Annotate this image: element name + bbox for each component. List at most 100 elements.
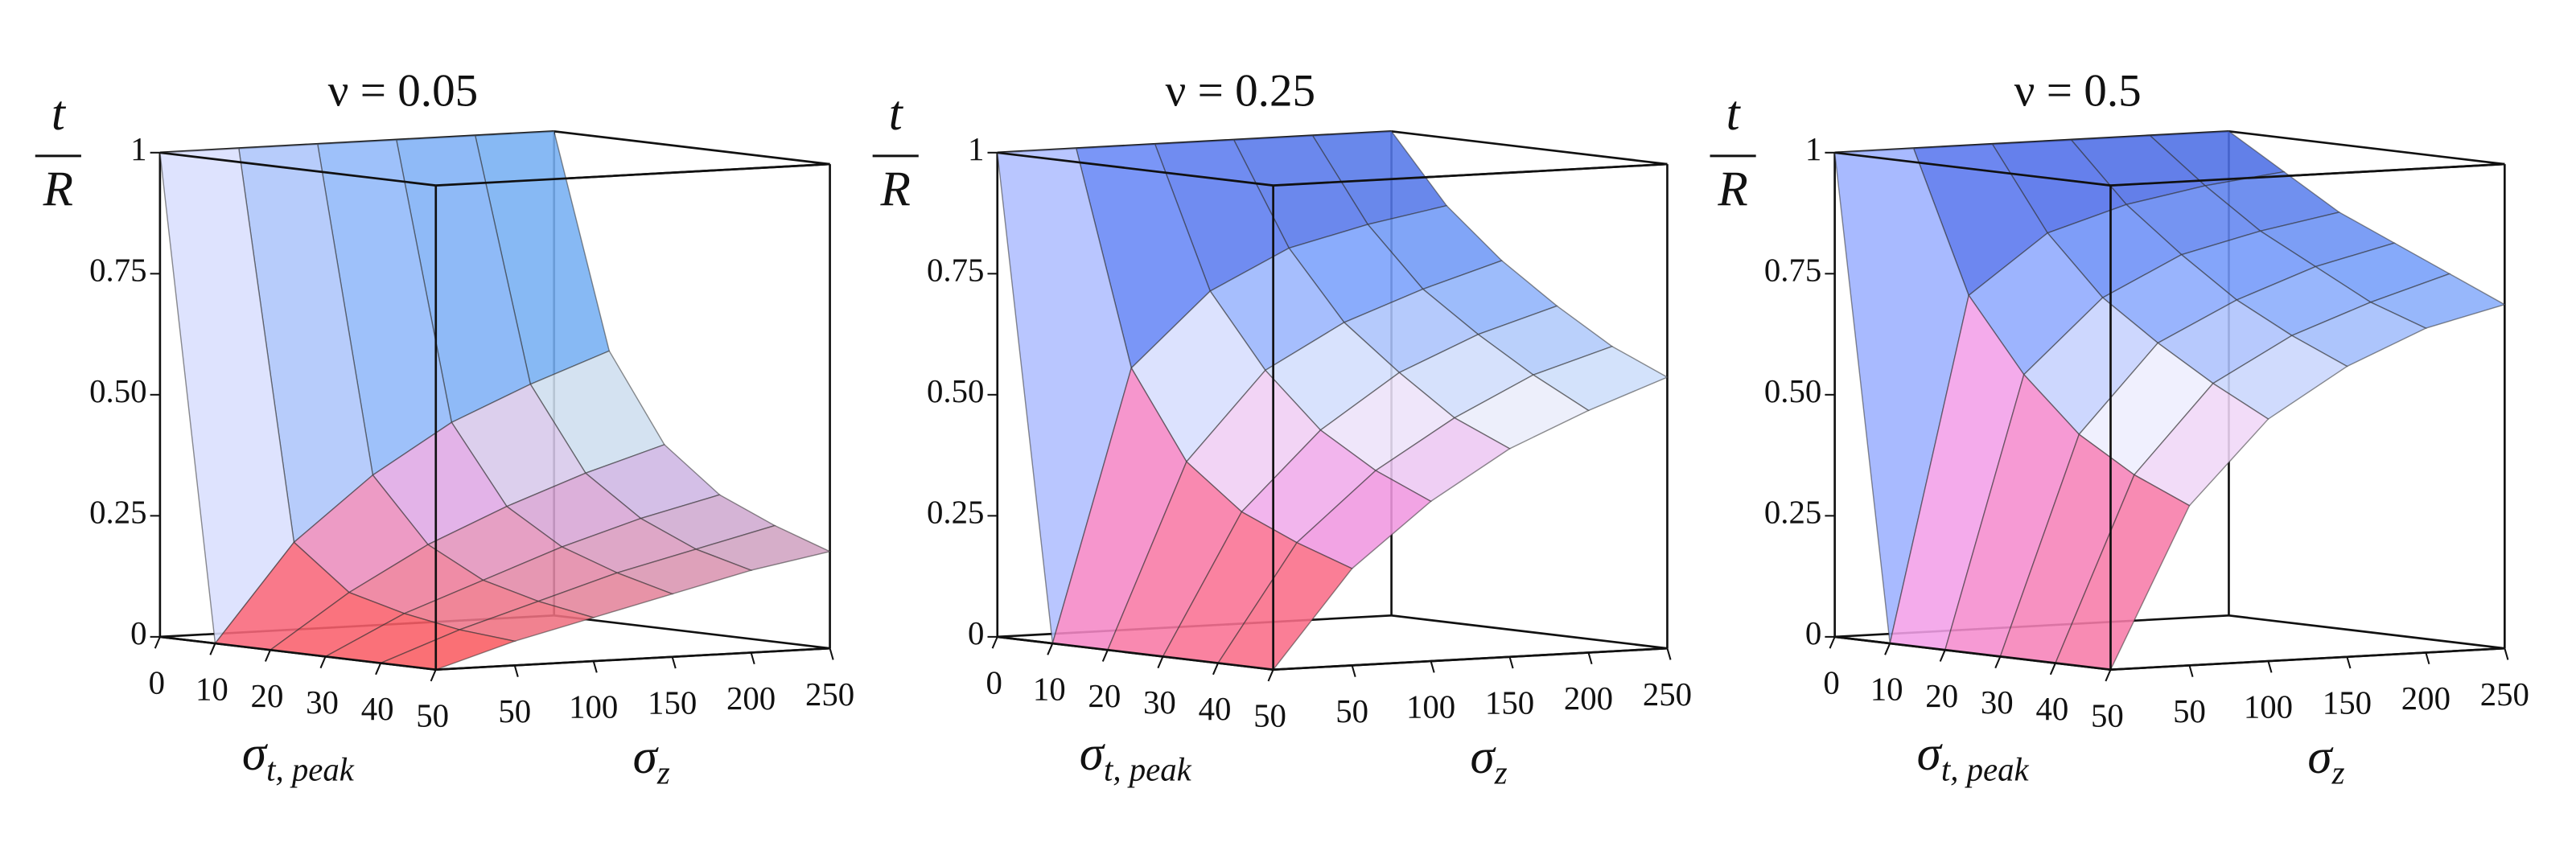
x-label-sub: t, peak [266, 752, 355, 788]
x-label-sub: t, peak [1941, 752, 2030, 788]
y-tick [2188, 665, 2194, 677]
x-label: σt, peak [242, 726, 355, 788]
box-edge-front [1834, 635, 2111, 672]
x-tick [209, 643, 216, 655]
z-tick-label: 0.50 [927, 373, 984, 409]
y-tick [1666, 647, 1672, 660]
x-tick-label: 0 [149, 664, 165, 700]
x-tick [1267, 669, 1274, 682]
x-tick [1884, 643, 1891, 655]
x-label-main: σ [1917, 726, 1944, 781]
z-label-bottom: R [880, 162, 911, 216]
y-label: σz [633, 729, 670, 791]
y-tick [2346, 656, 2352, 669]
y-tick [2425, 652, 2430, 665]
panel-title: ν = 0.5 [2014, 65, 2142, 116]
z-tick-label: 0.75 [89, 253, 146, 289]
y-tick [513, 665, 519, 677]
y-label-main: σ [1471, 729, 1497, 784]
y-tick [750, 652, 755, 665]
z-label-bottom: R [1717, 162, 1747, 216]
box-edge-front [435, 162, 830, 187]
x-tick-label: 50 [2091, 697, 2124, 733]
z-label-bottom: R [43, 162, 73, 216]
box-edge-front [1834, 151, 2111, 187]
x-tick [1157, 655, 1164, 669]
box-edge [553, 614, 830, 650]
box-edge-front [1273, 647, 1668, 672]
x-tick-label: 40 [2035, 691, 2068, 727]
x-tick-label: 30 [306, 684, 339, 721]
x-tick-label: 20 [251, 678, 284, 714]
y-tick-label: 150 [2323, 684, 2372, 721]
y-tick-label: 250 [2480, 676, 2529, 713]
panel-title: ν = 0.05 [328, 65, 479, 116]
z-tick-label: 1 [1805, 131, 1821, 167]
y-tick-label: 100 [1406, 689, 1455, 725]
y-tick [592, 660, 598, 673]
y-tick [1587, 652, 1593, 665]
z-tick-label: 0.75 [1764, 253, 1821, 289]
x-tick [1994, 655, 2002, 669]
y-tick [829, 647, 834, 660]
y-tick [2267, 660, 2273, 673]
y-tick-label: 150 [1485, 684, 1534, 721]
y-label-sub: z [2331, 755, 2345, 791]
x-tick-label: 30 [1143, 684, 1176, 721]
z-tick-label: 0 [968, 615, 984, 651]
z-tick-label: 0.25 [927, 495, 984, 531]
x-tick [2049, 663, 2056, 676]
y-tick-label: 250 [805, 676, 854, 713]
z-tick-label: 0.50 [89, 373, 146, 409]
x-tick-label: 50 [1253, 697, 1286, 733]
y-tick-label: 250 [1643, 676, 1692, 713]
z-label-top: t [1726, 86, 1742, 141]
x-label-main: σ [1080, 726, 1106, 781]
box-edge [553, 129, 830, 166]
x-tick-label: 0 [1823, 664, 1839, 700]
x-tick [319, 655, 327, 669]
y-tick-label: 100 [2244, 689, 2293, 725]
box-edge [1391, 614, 1668, 650]
x-tick-label: 40 [1199, 691, 1232, 727]
x-tick [1829, 636, 1836, 649]
x-tick [430, 669, 437, 682]
y-tick-label: 100 [569, 689, 618, 725]
x-tick [1212, 663, 1219, 676]
x-tick [375, 663, 382, 676]
y-label-sub: z [656, 755, 670, 791]
box-edge-front [159, 151, 436, 187]
x-tick [154, 636, 161, 649]
y-label-sub: z [1494, 755, 1508, 791]
z-label-top: t [889, 86, 904, 141]
panel-title: ν = 0.25 [1166, 65, 1316, 116]
y-tick-label: 200 [726, 680, 776, 717]
y-tick-label: 50 [2173, 693, 2206, 729]
z-tick-label: 0.25 [1764, 495, 1821, 531]
box-edge-front [159, 635, 436, 672]
box-edge [1391, 129, 1668, 166]
y-label-main: σ [633, 729, 660, 784]
box-edge [2228, 129, 2505, 166]
x-tick [2105, 669, 2112, 682]
z-label-top: t [51, 86, 67, 141]
box-edge-front [2110, 647, 2505, 672]
z-tick-label: 0.75 [927, 253, 984, 289]
y-tick [1430, 660, 1435, 673]
box-edge [2228, 614, 2505, 650]
y-label: σz [2307, 729, 2344, 791]
z-tick-label: 0 [130, 615, 146, 651]
y-tick [671, 656, 677, 669]
y-tick [2504, 647, 2509, 660]
y-tick-label: 50 [498, 693, 531, 729]
x-tick [264, 649, 271, 662]
x-tick-label: 50 [416, 697, 449, 733]
x-tick-label: 40 [361, 691, 394, 727]
x-tick-label: 20 [1925, 678, 1958, 714]
x-tick-label: 30 [1981, 684, 2014, 721]
y-tick-label: 50 [1335, 693, 1368, 729]
x-tick [1101, 649, 1109, 662]
box-edge-front [1273, 162, 1668, 187]
